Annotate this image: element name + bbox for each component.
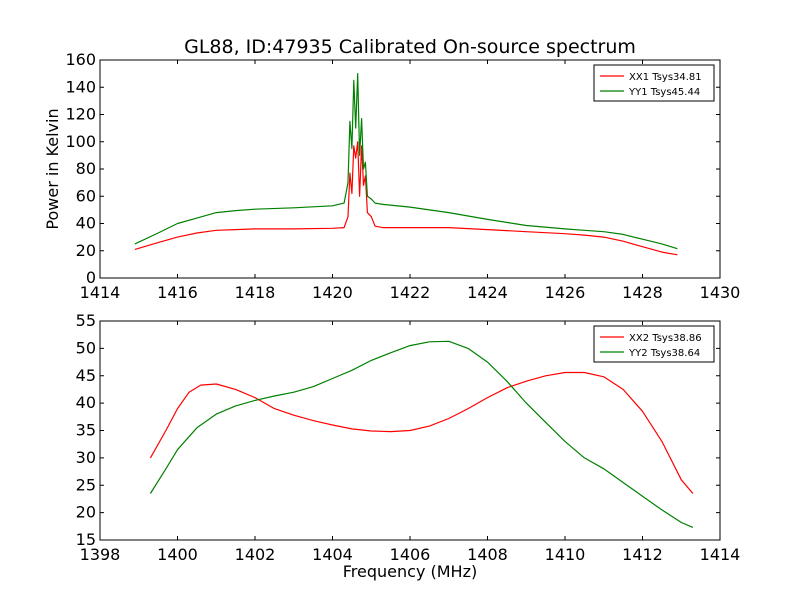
series-line-1 bbox=[134, 141, 678, 256]
y-tick-label: 55 bbox=[76, 311, 96, 330]
y-tick-label: 30 bbox=[76, 448, 96, 467]
y-tick-label: 0 bbox=[86, 268, 96, 287]
x-tick-label: 1406 bbox=[390, 545, 431, 564]
y-tick-label: 140 bbox=[65, 77, 96, 96]
y-tick-label: 40 bbox=[76, 393, 96, 412]
y-tick-label: 80 bbox=[76, 159, 96, 178]
top-spectrum-panel: 1414 1416 1418 1420 1422 1424 1426 1428 1430 0 20 4… bbox=[43, 36, 740, 302]
x-tick-label: 1424 bbox=[467, 283, 508, 302]
x-tick-label: 1398 bbox=[80, 545, 121, 564]
y-tick-label: 45 bbox=[76, 366, 96, 385]
series-line-2 bbox=[149, 340, 694, 528]
y-tick-label: 20 bbox=[76, 503, 96, 522]
x-tick-label: 1400 bbox=[157, 545, 198, 564]
y-tick-label: 35 bbox=[76, 421, 96, 440]
x-tick-label: 1430 bbox=[700, 283, 741, 302]
y-tick-label: 15 bbox=[76, 530, 96, 549]
legend: XX2 Tsys38.86 YY2 Tsys38.64 bbox=[593, 325, 715, 363]
x-tick-label: 1416 bbox=[157, 283, 198, 302]
series-line-1 bbox=[149, 371, 694, 494]
x-tick-label: 1410 bbox=[545, 545, 586, 564]
y-tick-label: 120 bbox=[65, 105, 96, 124]
legend-label-2: YY2 Tsys38.64 bbox=[628, 348, 700, 359]
y-tick-label: 40 bbox=[76, 214, 96, 233]
x-tick-label: 1412 bbox=[622, 545, 663, 564]
legend: XX1 Tsys34.81 YY1 Tsys45.44 bbox=[593, 64, 715, 102]
legend-box bbox=[593, 64, 715, 102]
x-tick-label: 1422 bbox=[390, 283, 431, 302]
y-tick-label: 20 bbox=[76, 241, 96, 260]
legend-box bbox=[593, 325, 715, 363]
x-axis-label: Frequency (MHz) bbox=[343, 562, 477, 581]
y-tick-label: 160 bbox=[65, 50, 96, 69]
x-tick-label: 1414 bbox=[700, 545, 741, 564]
y-axis-label: Power in Kelvin bbox=[43, 108, 62, 229]
y-tick-label: 50 bbox=[76, 338, 96, 357]
x-tick-label: 1426 bbox=[545, 283, 586, 302]
legend-label-1: XX2 Tsys38.86 bbox=[629, 333, 702, 344]
x-tick-label: 1402 bbox=[235, 545, 276, 564]
legend-label-2: YY1 Tsys45.44 bbox=[628, 87, 700, 98]
x-tick-label: 1418 bbox=[235, 283, 276, 302]
x-tick-label: 1420 bbox=[312, 283, 353, 302]
series-line-2 bbox=[134, 72, 678, 250]
y-tick-label: 25 bbox=[76, 475, 96, 494]
chart-title: GL88, ID:47935 Calibrated On-source spec… bbox=[184, 36, 636, 58]
x-tick-label: 1428 bbox=[622, 283, 663, 302]
legend-label-1: XX1 Tsys34.81 bbox=[629, 72, 702, 83]
x-tick-label: 1404 bbox=[312, 545, 353, 564]
x-tick-label: 1414 bbox=[80, 283, 121, 302]
bottom-spectrum-panel: 1398 1400 1402 1404 1406 1408 1410 1412 1414 15 20… bbox=[76, 311, 741, 581]
y-tick-label: 100 bbox=[65, 132, 96, 151]
x-tick-label: 1408 bbox=[467, 545, 508, 564]
y-tick-label: 60 bbox=[76, 186, 96, 205]
